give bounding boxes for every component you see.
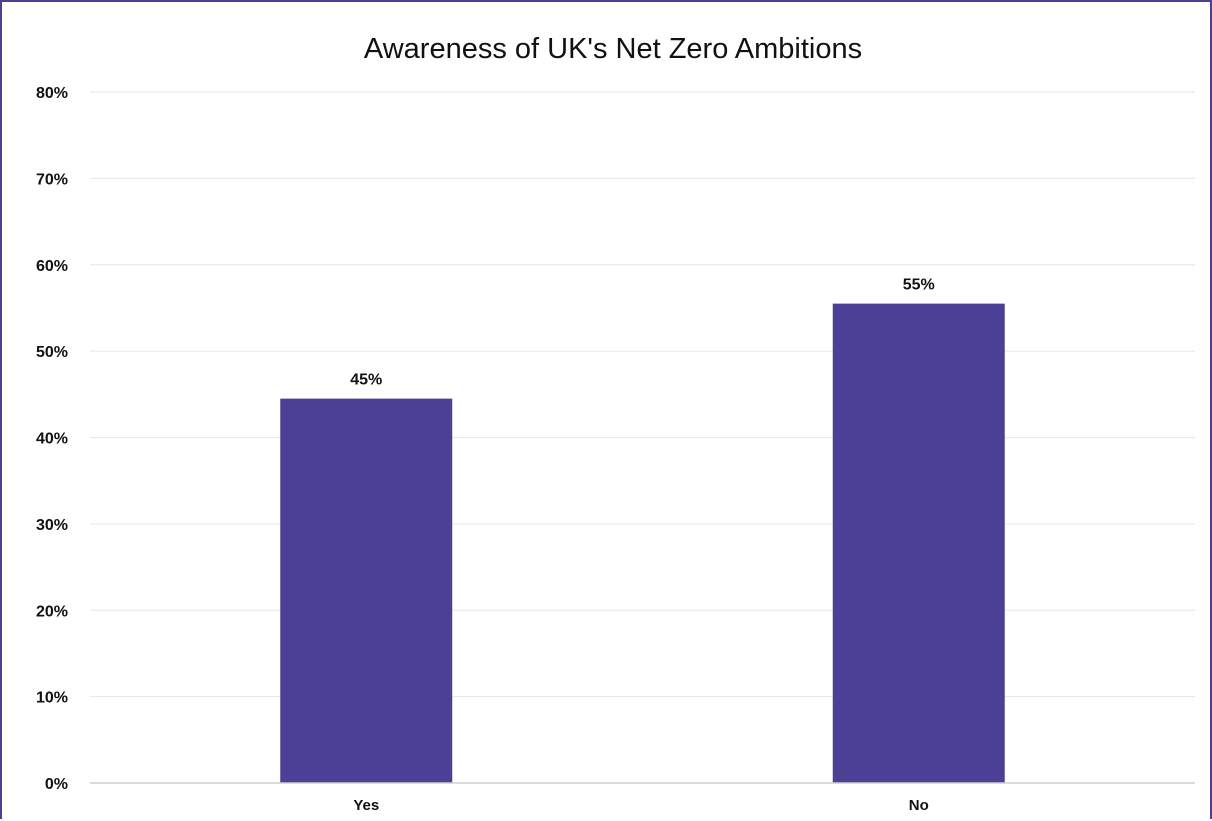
x-category-label: Yes <box>353 797 379 814</box>
y-tick-label: 10% <box>36 690 68 707</box>
bars <box>280 303 1005 783</box>
bar-yes <box>280 398 453 783</box>
data-labels: 45% 55% <box>350 277 935 389</box>
y-tick-label: 50% <box>36 344 68 361</box>
gridlines <box>90 91 1195 698</box>
chart-title: Awareness of UK's Net Zero Ambitions <box>364 33 862 65</box>
data-label-yes: 45% <box>350 372 382 389</box>
y-tick-label: 30% <box>36 517 68 534</box>
x-axis-categories: Yes No <box>353 797 928 814</box>
bar-no <box>832 303 1005 783</box>
y-tick-label: 60% <box>36 258 68 275</box>
y-tick-label: 20% <box>36 603 68 620</box>
y-tick-label: 70% <box>36 171 68 188</box>
data-label-no: 55% <box>903 277 935 294</box>
y-tick-label: 80% <box>36 85 68 102</box>
y-tick-label: 0% <box>45 776 68 793</box>
y-tick-label: 40% <box>36 431 68 448</box>
x-category-label: No <box>909 797 929 814</box>
y-axis-ticks: 0% 10% 20% 30% 40% 50% 60% 70% 80% <box>36 85 68 793</box>
